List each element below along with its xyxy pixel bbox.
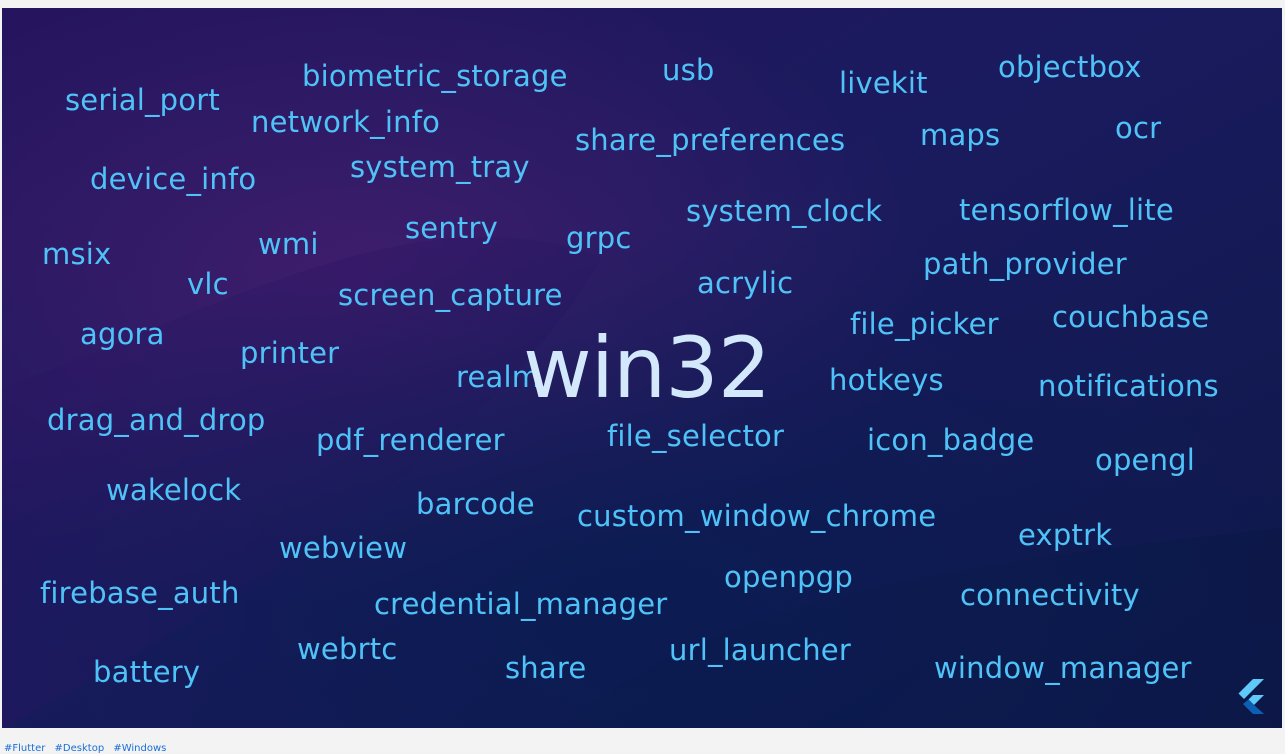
word-usb: usb: [662, 53, 715, 87]
word-agora: agora: [80, 317, 165, 351]
word-share_preferences: share_preferences: [575, 123, 846, 157]
word-acrylic: acrylic: [697, 266, 794, 300]
word-tensorflow_lite: tensorflow_lite: [959, 193, 1174, 227]
word-vlc: vlc: [187, 267, 229, 301]
word-notifications: notifications: [1038, 369, 1219, 403]
word-objectbox: objectbox: [998, 50, 1142, 84]
word-opengl: opengl: [1095, 443, 1196, 477]
word-url_launcher: url_launcher: [669, 633, 851, 667]
word-hotkeys: hotkeys: [829, 363, 944, 397]
word-serial_port: serial_port: [65, 83, 220, 117]
word-icon_badge: icon_badge: [867, 423, 1035, 457]
word-wakelock: wakelock: [106, 473, 242, 507]
flutter-logo-icon: [1238, 679, 1264, 714]
word-grpc: grpc: [566, 221, 632, 255]
word-biometric_storage: biometric_storage: [302, 59, 568, 93]
word-drag_and_drop: drag_and_drop: [47, 403, 266, 437]
word-webview: webview: [279, 531, 408, 565]
word-system_tray: system_tray: [350, 150, 530, 184]
word-maps: maps: [920, 118, 1001, 152]
word-device_info: device_info: [90, 162, 257, 196]
word-screen_capture: screen_capture: [338, 278, 563, 312]
word-couchbase: couchbase: [1052, 300, 1210, 334]
word-openpgp: openpgp: [724, 560, 853, 594]
word-file_picker: file_picker: [850, 307, 999, 341]
word-webrtc: webrtc: [297, 632, 398, 666]
word-msix: msix: [42, 237, 112, 271]
word-network_info: network_info: [251, 105, 441, 139]
word-battery: battery: [93, 655, 201, 689]
hashtag-row: #Flutter #Desktop #Windows: [4, 744, 172, 754]
hashtag-flutter[interactable]: #Flutter: [4, 743, 46, 754]
word-realm: realm: [456, 360, 541, 394]
hashtag-windows[interactable]: #Windows: [113, 743, 167, 754]
word-custom_window_chrome: custom_window_chrome: [577, 499, 937, 533]
word-path_provider: path_provider: [923, 247, 1127, 281]
word-sentry: sentry: [405, 211, 498, 245]
word-system_clock: system_clock: [686, 194, 883, 228]
word-connectivity: connectivity: [960, 578, 1140, 612]
center-word-win32: win32: [523, 319, 771, 417]
slide-background: [2, 8, 1282, 728]
word-window_manager: window_manager: [934, 651, 1192, 685]
word-credential_manager: credential_manager: [374, 587, 668, 621]
word-ocr: ocr: [1115, 111, 1162, 145]
word-pdf_renderer: pdf_renderer: [316, 423, 505, 457]
video-frame[interactable]: serial_port biometric_storage usb liveki…: [2, 8, 1282, 728]
word-livekit: livekit: [839, 66, 928, 100]
hashtag-desktop[interactable]: #Desktop: [54, 743, 105, 754]
word-file_selector: file_selector: [607, 419, 785, 453]
word-printer: printer: [240, 336, 340, 370]
word-share: share: [505, 651, 587, 685]
word-firebase_auth: firebase_auth: [40, 576, 240, 610]
word-wmi: wmi: [258, 227, 319, 261]
word-exptrk: exptrk: [1018, 518, 1113, 552]
word-barcode: barcode: [416, 487, 535, 521]
